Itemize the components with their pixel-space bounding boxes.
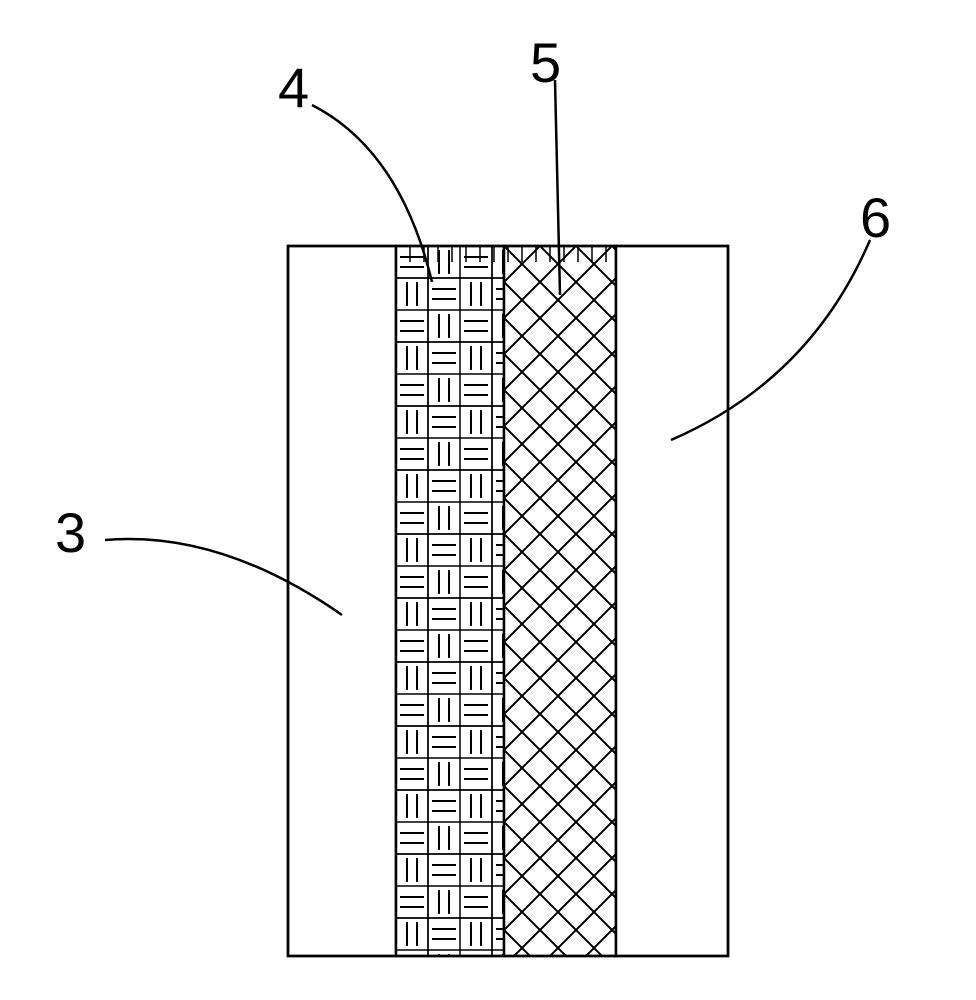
callout-label-4: 4	[278, 55, 309, 120]
callout-label-6: 6	[860, 185, 891, 250]
layer-4	[396, 246, 504, 956]
layer-3	[288, 246, 396, 956]
layer-5	[504, 246, 616, 956]
layer-6	[616, 246, 728, 956]
callout-label-3: 3	[55, 500, 86, 565]
diagram-canvas	[0, 0, 976, 1000]
callout-label-5: 5	[530, 30, 561, 95]
